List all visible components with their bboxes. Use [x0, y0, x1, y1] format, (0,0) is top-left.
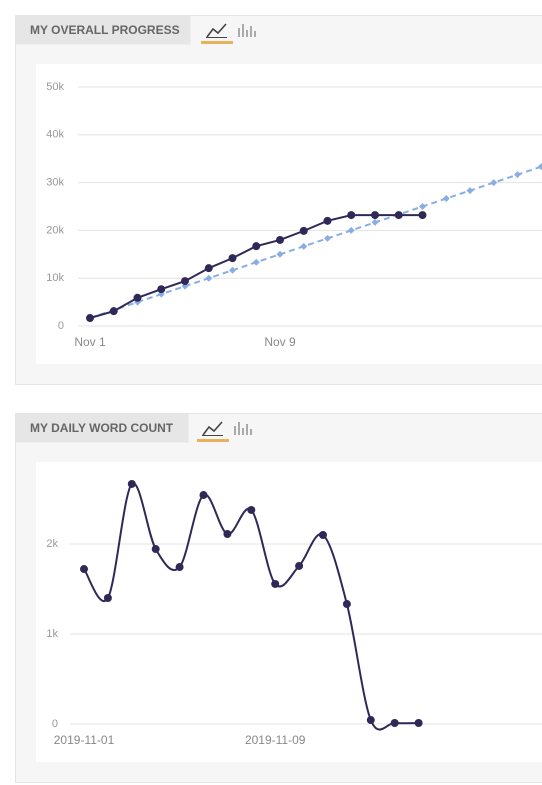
y-tick-label: 20k [46, 224, 64, 236]
data-point [490, 179, 498, 187]
panel-title: MY OVERALL PROGRESS [30, 23, 180, 37]
data-point [371, 211, 379, 220]
data-point [271, 579, 280, 588]
line-view-icon[interactable] [201, 23, 233, 44]
data-point [371, 218, 379, 226]
data-point [204, 264, 213, 273]
data-point [276, 250, 284, 258]
panel-tab [15, 15, 191, 45]
data-point [199, 491, 208, 500]
data-point [366, 716, 375, 725]
data-point [514, 171, 521, 179]
data-point [347, 211, 356, 220]
data-point [347, 226, 355, 234]
panel-tab [15, 413, 189, 443]
data-point [127, 479, 136, 488]
chart-area [36, 64, 542, 364]
data-point [414, 719, 423, 728]
y-tick-label: 1k [46, 628, 58, 640]
data-point [103, 594, 112, 602]
data-point [247, 505, 256, 514]
y-tick-label: 30k [46, 177, 64, 189]
line-view-icon[interactable] [197, 421, 229, 442]
data-point [175, 563, 184, 572]
data-point [299, 226, 308, 235]
y-tick-label: 40k [46, 129, 64, 141]
data-point [252, 258, 260, 266]
data-point [181, 277, 189, 286]
chart-area [36, 462, 542, 762]
data-point [390, 719, 399, 728]
data-point [109, 307, 118, 316]
y-tick-label: 0 [52, 718, 58, 730]
data-point [229, 266, 236, 274]
data-point [418, 211, 427, 220]
data-point [295, 561, 304, 570]
data-point [157, 285, 166, 294]
y-tick-label: 50k [46, 81, 64, 93]
data-point [205, 274, 213, 282]
data-point [86, 314, 94, 323]
data-point [394, 211, 403, 220]
bar-view-icon[interactable] [238, 24, 256, 37]
data-point [419, 203, 426, 210]
data-point [252, 242, 261, 251]
x-tick-label: Nov 9 [264, 335, 296, 349]
y-tick-label: 0 [58, 320, 64, 332]
y-tick-label: 10k [46, 272, 64, 284]
data-point [537, 163, 542, 171]
x-tick-label: Nov 1 [74, 335, 106, 349]
data-point [300, 242, 308, 250]
data-point [133, 293, 142, 302]
data-point [151, 545, 160, 554]
data-point [342, 600, 351, 609]
data-point [319, 531, 327, 539]
bar-view-icon[interactable] [234, 422, 252, 435]
panel-title: MY DAILY WORD COUNT [30, 421, 174, 435]
x-tick-label: 2019-11-09 [245, 733, 306, 747]
data-point [80, 565, 88, 574]
data-point [223, 530, 232, 539]
x-tick-label: 2019-11-01 [54, 733, 115, 747]
data-point [276, 235, 284, 244]
data-point [323, 216, 332, 225]
data-point [442, 195, 450, 203]
data-point [228, 254, 237, 263]
data-point [324, 234, 331, 242]
y-tick-label: 2k [46, 538, 58, 550]
data-point [466, 187, 474, 195]
